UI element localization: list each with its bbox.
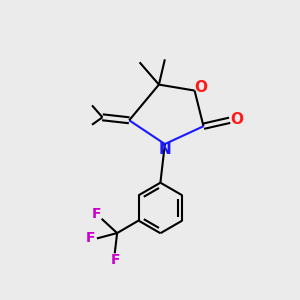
Text: F: F	[85, 231, 95, 245]
Text: O: O	[231, 112, 244, 127]
Text: O: O	[195, 80, 208, 95]
Text: F: F	[111, 253, 121, 267]
Text: N: N	[158, 142, 171, 157]
Text: F: F	[92, 207, 101, 221]
